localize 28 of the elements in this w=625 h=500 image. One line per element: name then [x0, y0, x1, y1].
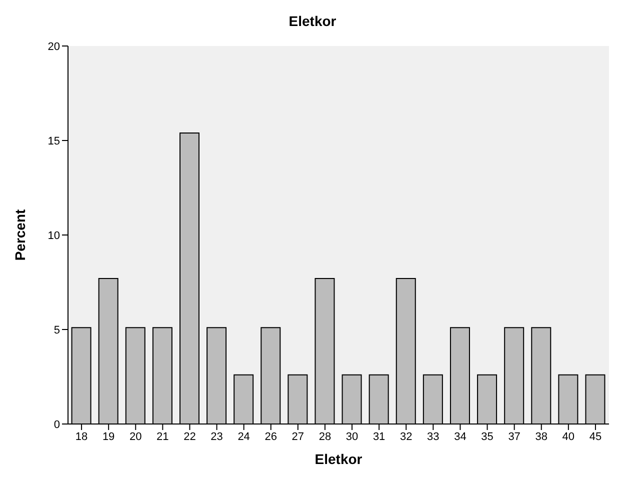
x-axis-title: Eletkor [314, 451, 363, 467]
x-tick-label: 33 [427, 430, 440, 443]
chart-title: Eletkor [288, 12, 338, 31]
y-tick-label: 10 [48, 230, 60, 242]
x-tick-label: 31 [372, 430, 386, 443]
x-tick-label: 26 [264, 430, 277, 443]
y-axis-title: Percent [12, 208, 28, 261]
y-tick-label: 20 [48, 40, 60, 53]
x-tick-label: 21 [156, 430, 169, 443]
x-tick-label: 23 [210, 430, 223, 443]
x-tick-label: 24 [238, 430, 250, 443]
x-tick-label: 22 [184, 430, 196, 443]
x-tick-label: 30 [346, 430, 358, 443]
x-tick-label: 27 [292, 430, 304, 443]
y-tick-label: 0 [54, 418, 60, 431]
x-tick-label: 38 [535, 430, 548, 443]
x-tick-label: 19 [102, 430, 115, 443]
x-tick-label: 40 [562, 430, 575, 443]
x-tick-label: 45 [589, 430, 602, 443]
y-tick-label: 15 [48, 135, 60, 148]
y-tick-label: 5 [54, 324, 60, 336]
x-tick-label: 18 [75, 430, 88, 443]
x-tick-label: 32 [400, 430, 412, 443]
x-tick-label: 35 [481, 430, 494, 443]
x-tick-label: 20 [130, 430, 142, 443]
x-tick-label: 37 [508, 430, 520, 443]
x-tick-label: 34 [454, 430, 466, 443]
x-tick-label: 28 [318, 430, 332, 443]
